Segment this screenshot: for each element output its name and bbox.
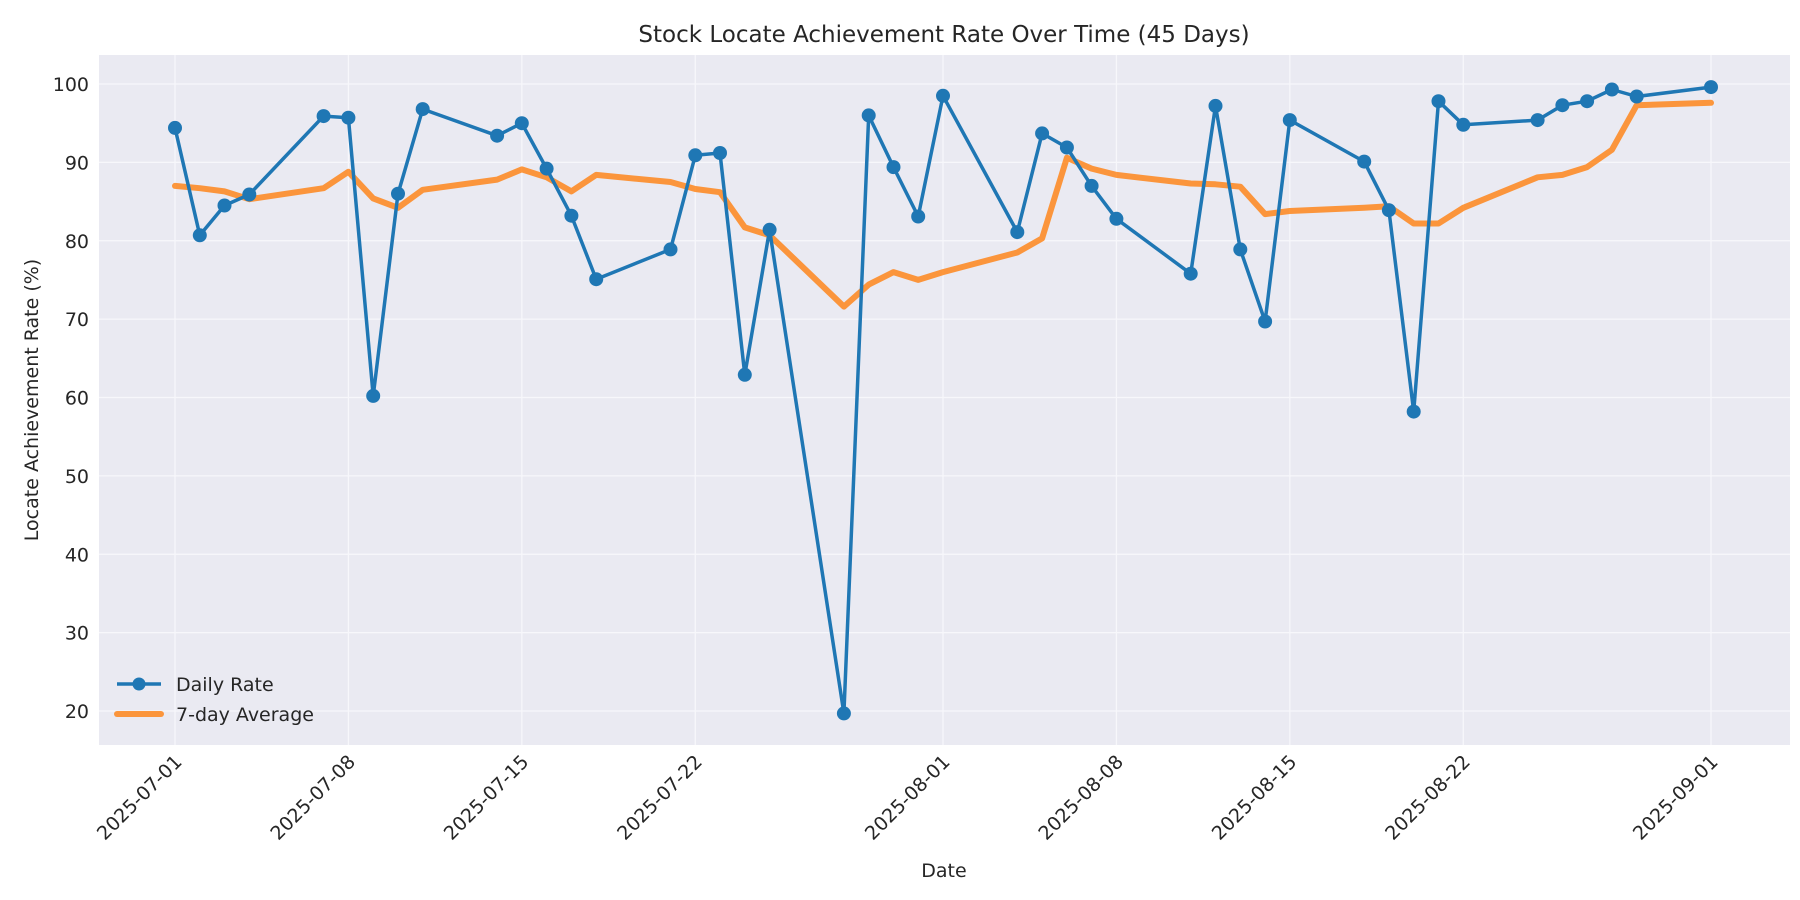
y-tick-label: 60 <box>65 388 89 410</box>
data-point-marker <box>1406 404 1421 419</box>
data-point-marker <box>936 88 950 103</box>
data-point-marker <box>1109 211 1124 226</box>
y-tick-label: 80 <box>65 231 89 253</box>
data-point-marker <box>242 187 257 202</box>
y-tick-label: 50 <box>65 466 89 488</box>
data-point-marker <box>366 388 381 403</box>
legend-average-label: 7-day Average <box>176 704 314 726</box>
data-point-marker <box>1629 89 1644 104</box>
data-point-marker <box>1604 82 1619 97</box>
data-point-marker <box>316 109 331 124</box>
x-tick-label: 2025-07-01 <box>93 751 187 845</box>
data-point-marker <box>564 208 579 223</box>
grid-lines <box>99 55 1790 745</box>
data-point-marker <box>1282 113 1297 128</box>
data-point-marker <box>415 102 430 117</box>
data-point-marker <box>1456 117 1471 132</box>
data-point-marker <box>1258 314 1273 329</box>
data-point-marker <box>836 706 851 721</box>
x-axis-ticks: 2025-07-01 2025-07-08 2025-07-15 2025-07-22… <box>93 751 1723 845</box>
data-point-marker <box>1010 225 1025 240</box>
legend-daily-marker-icon <box>132 677 146 691</box>
data-point-marker <box>663 242 678 257</box>
series-daily-rate <box>168 80 1718 721</box>
x-tick-label: 2025-08-22 <box>1381 751 1475 845</box>
x-tick-label: 2025-08-15 <box>1208 751 1302 845</box>
x-tick-label: 2025-07-08 <box>266 751 360 845</box>
data-point-marker <box>192 228 207 243</box>
data-point-marker <box>861 108 876 123</box>
y-axis-ticks: 20 30 40 50 60 70 80 90 100 <box>53 74 89 723</box>
data-point-marker <box>1431 94 1446 109</box>
data-point-marker <box>490 128 505 143</box>
data-point-marker <box>1580 94 1595 109</box>
data-point-marker <box>1530 113 1545 128</box>
data-point-marker <box>341 110 356 125</box>
y-tick-label: 30 <box>65 623 89 645</box>
data-point-marker <box>713 146 727 160</box>
x-tick-label: 2025-09-01 <box>1629 751 1723 845</box>
data-point-marker <box>168 120 182 135</box>
y-tick-label: 70 <box>65 309 89 331</box>
data-point-marker <box>1084 178 1099 193</box>
data-point-marker <box>737 367 752 382</box>
data-point-marker <box>911 209 926 224</box>
plot-area <box>99 55 1790 745</box>
data-point-marker <box>1381 203 1396 218</box>
y-axis-label: Locate Achievement Rate (%) <box>21 259 43 541</box>
x-tick-label: 2025-08-01 <box>861 751 955 845</box>
legend: Daily Rate 7-day Average <box>114 674 314 726</box>
y-tick-label: 20 <box>65 701 89 723</box>
data-point-marker <box>514 116 529 131</box>
data-point-marker <box>1208 98 1223 113</box>
legend-daily-label: Daily Rate <box>176 674 274 696</box>
y-tick-label: 40 <box>65 544 89 566</box>
data-point-marker <box>1704 80 1718 95</box>
data-point-marker <box>1059 140 1074 155</box>
x-tick-label: 2025-07-22 <box>613 751 707 845</box>
data-point-marker <box>539 161 554 176</box>
x-axis-label: Date <box>921 860 966 882</box>
data-point-marker <box>886 160 901 175</box>
data-point-marker <box>1555 98 1570 113</box>
x-tick-label: 2025-07-15 <box>440 751 534 845</box>
data-point-marker <box>217 198 232 213</box>
data-point-marker <box>1183 266 1198 281</box>
data-point-marker <box>1357 154 1372 169</box>
data-point-marker <box>688 148 703 163</box>
data-point-marker <box>589 272 604 287</box>
x-tick-label: 2025-08-08 <box>1034 751 1128 845</box>
data-point-marker <box>762 222 777 237</box>
chart-title: Stock Locate Achievement Rate Over Time … <box>638 22 1249 48</box>
data-point-marker <box>1233 242 1248 257</box>
y-tick-label: 100 <box>53 74 89 96</box>
data-point-marker <box>391 186 405 201</box>
data-point-marker <box>1035 126 1050 141</box>
y-tick-label: 90 <box>65 152 89 174</box>
